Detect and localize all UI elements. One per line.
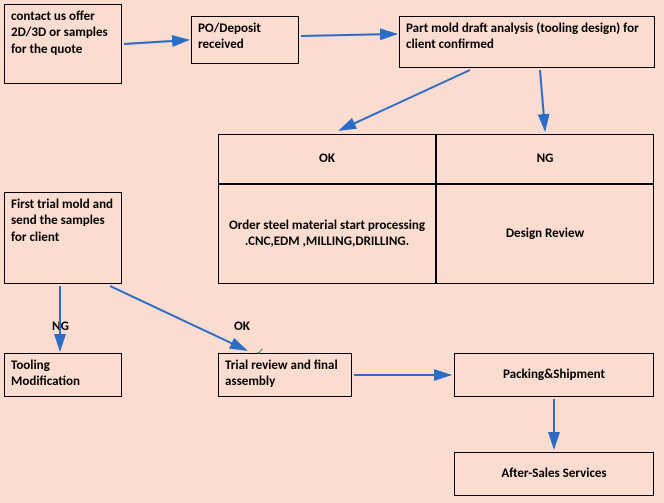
- green-tick-icon: ✓: [256, 345, 264, 358]
- label-ng-small: NG: [52, 319, 69, 334]
- box-ng-header: NG: [436, 134, 654, 184]
- box-after-sales: After-Sales Services: [454, 452, 654, 496]
- box-design-review: Design Review: [436, 184, 654, 284]
- box-po: PO/Deposit received: [191, 16, 299, 64]
- arrow-contact-to-po: [124, 40, 188, 44]
- box-first-trial: First trial mold and send the samples fo…: [4, 192, 122, 284]
- box-contact: contact us offer 2D/3D or samples for th…: [4, 4, 122, 84]
- flowchart-canvas: contact us offer 2D/3D or samples for th…: [0, 0, 664, 503]
- arrow-draft-to-ng: [540, 70, 545, 130]
- label-ok-small: OK: [234, 319, 250, 334]
- box-ok-header: OK: [218, 134, 436, 184]
- box-draft: Part mold draft analysis (tooling design…: [399, 16, 655, 68]
- box-packing: Packing&Shipment: [454, 353, 654, 397]
- arrow-po-to-draft: [301, 34, 396, 36]
- arrow-trial-to-trialreview: [110, 286, 246, 350]
- box-order-steel: Order steel material start processing .C…: [218, 184, 436, 284]
- box-tooling-mod: Tooling Modification: [4, 353, 122, 397]
- arrow-draft-to-ok: [340, 70, 470, 130]
- box-trial-review: Trial review and final assembly: [218, 353, 352, 397]
